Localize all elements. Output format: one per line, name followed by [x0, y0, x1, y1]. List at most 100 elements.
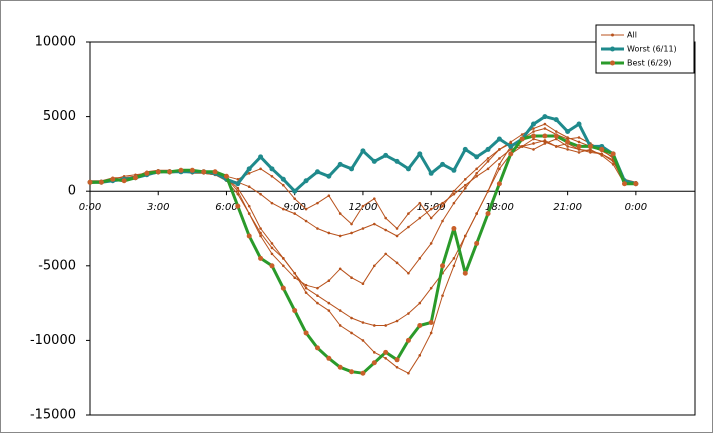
point — [327, 231, 331, 235]
point — [395, 319, 399, 323]
point — [543, 127, 547, 130]
point — [554, 145, 558, 148]
point — [407, 225, 410, 229]
point — [498, 157, 501, 160]
point — [532, 142, 535, 145]
plot-area — [89, 41, 696, 416]
legend-marker — [611, 33, 614, 37]
point — [383, 349, 389, 355]
point — [350, 331, 353, 335]
point — [270, 242, 274, 245]
point — [350, 222, 353, 226]
legend: All Worst (6/11) Best (6/29) — [595, 24, 695, 74]
point — [440, 263, 446, 269]
y-tick-label: -15000 — [30, 408, 76, 423]
point — [418, 301, 422, 305]
point — [360, 148, 366, 154]
point — [304, 286, 308, 290]
point — [338, 234, 342, 238]
point — [269, 263, 275, 269]
point — [441, 204, 444, 208]
point — [121, 178, 127, 184]
point — [508, 143, 514, 149]
point — [599, 146, 605, 152]
point — [543, 142, 547, 145]
point — [338, 309, 342, 312]
point — [155, 169, 161, 175]
point — [282, 257, 285, 260]
point — [293, 212, 296, 215]
point — [418, 216, 422, 220]
point — [304, 207, 308, 211]
y-tick-label: -5000 — [38, 258, 76, 273]
point — [338, 324, 342, 327]
point — [429, 331, 433, 335]
point — [485, 211, 491, 217]
point — [212, 169, 218, 175]
point — [338, 267, 342, 271]
point — [519, 136, 525, 142]
point — [418, 354, 422, 357]
point — [395, 234, 399, 238]
point — [621, 181, 627, 187]
point — [509, 140, 513, 144]
point — [373, 222, 376, 226]
point — [441, 294, 444, 297]
point — [132, 175, 138, 181]
point — [463, 234, 467, 238]
point — [407, 212, 410, 215]
point — [371, 360, 377, 366]
x-tick-label: 18:00 — [485, 202, 514, 213]
point — [270, 201, 274, 205]
point — [269, 166, 275, 172]
point — [246, 233, 252, 239]
point — [405, 337, 411, 343]
point — [282, 207, 285, 211]
point — [189, 167, 195, 173]
point — [452, 189, 456, 193]
point — [327, 301, 331, 305]
point — [462, 146, 468, 152]
point — [475, 171, 478, 175]
point — [395, 261, 399, 265]
point — [566, 136, 569, 139]
point — [304, 283, 308, 287]
point — [361, 204, 365, 208]
point — [428, 170, 434, 176]
point — [98, 179, 104, 185]
point — [496, 136, 502, 142]
point — [452, 257, 456, 260]
point — [337, 364, 343, 370]
point — [327, 309, 331, 312]
point — [259, 167, 262, 171]
point — [247, 171, 251, 175]
point — [280, 176, 286, 182]
point — [304, 291, 308, 294]
point — [417, 151, 423, 157]
point — [418, 257, 422, 260]
point — [373, 324, 376, 327]
point — [451, 167, 457, 173]
point — [292, 308, 298, 314]
point — [576, 143, 582, 149]
point — [361, 227, 365, 230]
point — [316, 301, 319, 305]
point — [236, 189, 240, 193]
point — [475, 167, 478, 171]
point — [235, 181, 241, 187]
point — [394, 357, 400, 363]
x-tick-label: 6:00 — [215, 202, 237, 213]
point — [350, 276, 353, 280]
point — [542, 133, 548, 139]
point — [223, 173, 229, 179]
point — [452, 201, 456, 205]
point — [246, 166, 252, 172]
series-group — [87, 114, 639, 376]
y-tick-label: -10000 — [30, 333, 76, 348]
point — [236, 186, 240, 190]
point — [498, 167, 501, 171]
point — [428, 319, 434, 325]
point — [553, 117, 559, 123]
point — [475, 212, 478, 215]
point — [326, 173, 332, 179]
